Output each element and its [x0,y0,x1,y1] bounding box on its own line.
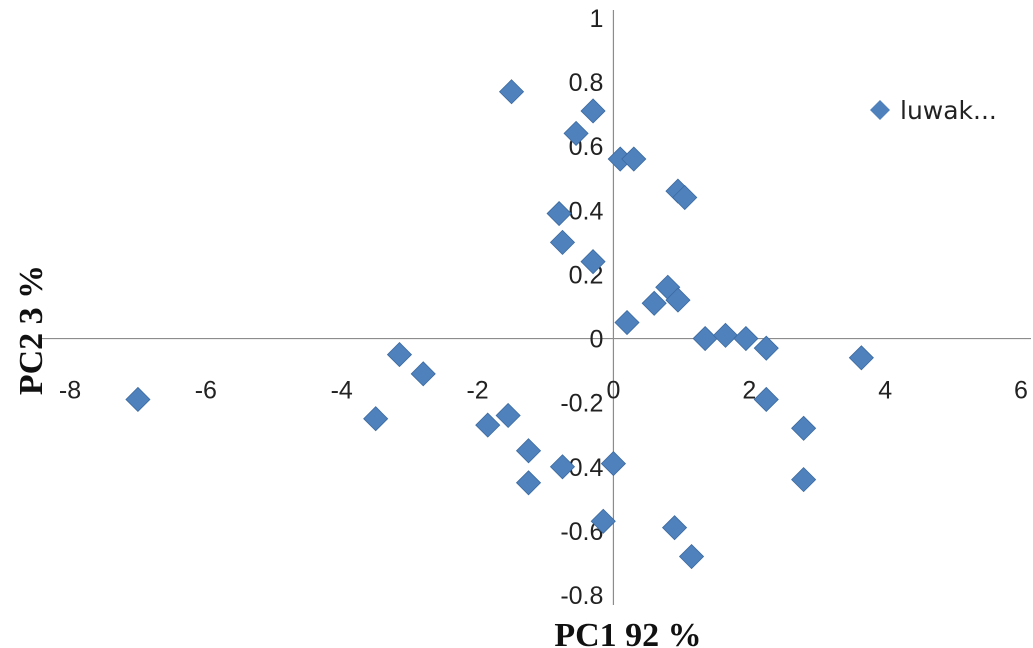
data-point [665,287,691,313]
axes [40,10,1031,605]
data-point [614,309,640,336]
data-point [712,322,739,348]
x-axis-ticks: -8 -6 -4 -2 0 2 4 6 [59,377,1028,405]
x-tick-label: 4 [878,377,892,405]
data-point [692,325,718,352]
y-tick-label: -0.2 [560,390,603,418]
data-point [386,342,413,368]
data-point [661,515,688,541]
data-point [563,120,589,146]
data-point [600,451,626,477]
y-tick-label: 1 [590,5,604,33]
legend-marker [870,100,890,120]
legend-label: luwak... [900,96,997,125]
data-point [515,470,542,496]
data-point [546,200,572,227]
data-point [549,229,576,255]
y-tick-label: -0.8 [560,582,603,610]
data-point [733,325,759,352]
data-point [475,412,501,438]
data-point [678,543,705,570]
data-point [791,415,817,441]
x-tick-label: 2 [742,377,756,405]
data-point [753,335,779,361]
data-point [580,98,606,124]
data-point [363,406,389,432]
data-point [791,467,817,493]
y-tick-label: 0 [590,326,604,354]
y-tick-label: 0.4 [569,197,604,225]
data-point [848,345,874,371]
data-point [580,249,606,275]
data-point [753,386,779,413]
data-point [549,454,576,480]
x-tick-label: -8 [59,377,81,405]
data-point [410,361,436,387]
x-tick-label: -2 [466,377,488,405]
data-point [495,402,521,429]
data-point [641,290,667,316]
x-tick-label: -6 [195,377,217,405]
x-tick-label: 0 [606,377,620,405]
x-tick-label: 6 [1014,377,1028,405]
data-point [590,508,616,534]
y-tick-label: 0.8 [569,69,604,97]
data-point [515,438,542,464]
data-points [125,79,874,570]
data-point [125,386,151,413]
x-tick-label: -4 [331,377,353,405]
data-point [672,184,698,211]
x-axis-title: PC1 92 % [554,617,701,648]
legend: luwak... [870,96,997,125]
y-axis-title: PC2 3 % [13,265,50,395]
data-point [621,146,647,172]
data-point [498,79,525,105]
